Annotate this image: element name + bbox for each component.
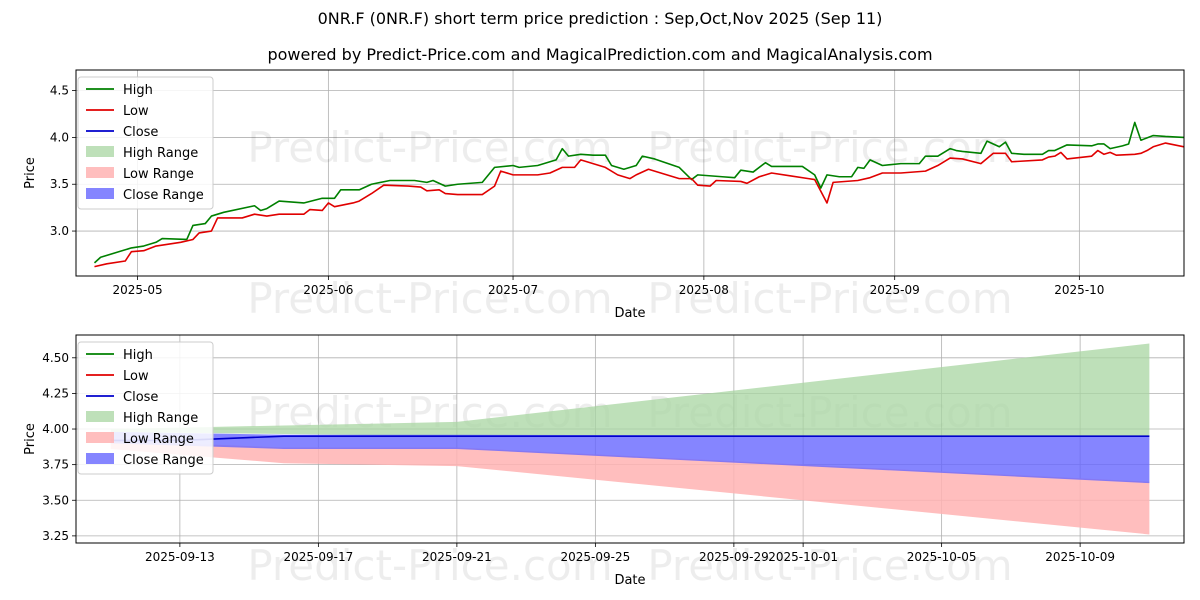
legend-label: Close Range [123,453,204,468]
high-range-band [110,343,1150,437]
x-tick-label: 2025-09-13 [145,550,215,564]
y-tick-label: 3.25 [42,529,69,543]
legend-label: High [123,348,153,363]
legend: High Low Close High Range Low Range Close Ran… [77,76,214,210]
x-tick-label: 2025-10-01 [768,550,838,564]
x-axis-label: Date [614,573,645,588]
plot-frame [75,334,1185,544]
y-tick-label: 3.75 [42,458,69,472]
watermark: Predict-Price.com Predict-Price.com Predic… [247,123,1012,323]
high-series-line [93,121,1184,264]
x-tick-label: 2025-10 [1054,283,1104,297]
plot-area-history [93,121,1184,268]
plot-frame [75,69,1185,277]
y-tick-label: 3.0 [50,224,69,238]
legend-label: Low [123,104,149,119]
y-tick-label: 4.25 [42,386,69,400]
x-tick-label: 2025-10-05 [907,550,977,564]
x-tick-label: 2025-09 [870,283,920,297]
y-tick-label: 4.00 [42,422,69,436]
legend-label: Low [123,369,149,384]
watermark-text: Predict-Price.com [247,274,612,323]
legend-label: Close Range [123,188,204,203]
y-tick-label: 4.50 [42,351,69,365]
x-tick-label: 2025-09-25 [561,550,631,564]
watermark-text: Predict-Price.com [647,123,1012,172]
legend-label: Low Range [123,167,194,182]
y-axis-label: Price [23,423,38,455]
watermark-text: Predict-Price.com [247,541,612,590]
watermark-text: Predict-Price.com [247,123,612,172]
legend-swatch-patch [86,146,114,157]
legend-label: Close [123,390,158,405]
legend: High Low Close High Range Low Range Close Ran… [77,341,214,475]
x-tick-label: 2025-07 [488,283,538,297]
low-series-line [94,142,1184,268]
x-tick-label: 2025-05 [112,283,162,297]
y-tick-label: 4.5 [50,84,69,98]
watermark-text: Predict-Price.com [647,541,1012,590]
x-axis-label: Date [614,306,645,321]
x-tick-label: 2025-09-17 [284,550,354,564]
legend-label: High [123,83,153,98]
watermark-text: Predict-Price.com [647,274,1012,323]
low-range-band [110,440,1150,535]
legend-label: Low Range [123,432,194,447]
chart-subtitle: powered by Predict-Price.com and Magical… [267,45,933,64]
close-range-band [110,431,1150,484]
legend-swatch-patch [86,453,114,464]
x-tick-label: 2025-08 [679,283,729,297]
legend-label: High Range [123,411,198,426]
plot-area-forecast [110,343,1150,535]
legend-swatch-patch [86,411,114,422]
y-tick-label: 3.5 [50,177,69,191]
chart-title: 0NR.F (0NR.F) short term price predictio… [317,9,883,28]
x-tick-label: 2025-06 [303,283,353,297]
y-tick-label: 3.50 [42,493,69,507]
plot-history: Predict-Price.com Predict-Price.com Predic… [23,69,1185,323]
legend-label: Close [123,125,158,140]
legend-swatch-patch [86,188,114,199]
legend-swatch-patch [86,432,114,443]
x-tick-label: 2025-09-21 [422,550,492,564]
y-axis-label: Price [23,157,38,189]
x-tick-label: 2025-09-29 [699,550,769,564]
x-tick-label: 2025-10-09 [1045,550,1115,564]
legend-swatch-patch [86,167,114,178]
legend-label: High Range [123,146,198,161]
y-tick-label: 4.0 [50,130,69,144]
